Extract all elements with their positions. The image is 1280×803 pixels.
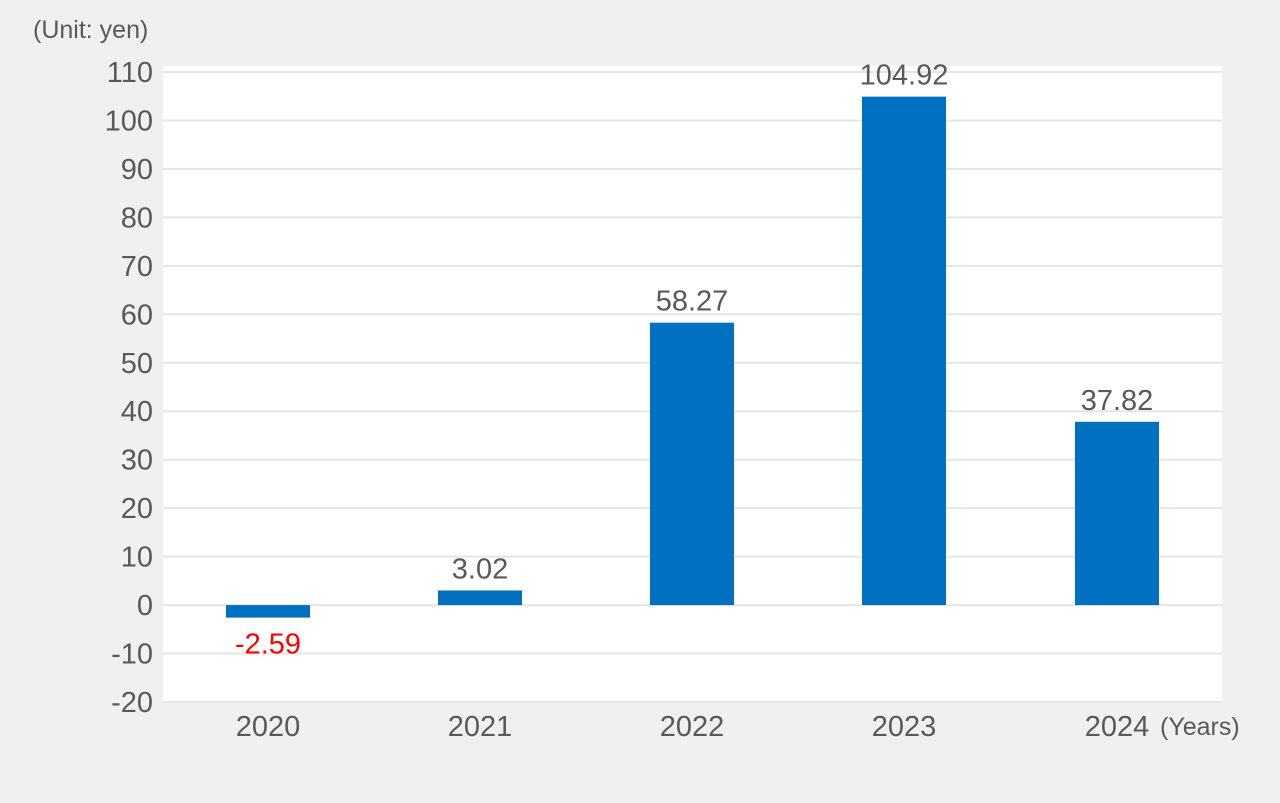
- y-tick-label: 100: [105, 105, 153, 137]
- bar-2024: [1075, 421, 1159, 606]
- y-tick-label: 30: [121, 445, 153, 477]
- y-tick-label: 60: [121, 299, 153, 331]
- x-tick-label: 2021: [448, 711, 513, 743]
- bar-2022: [650, 322, 734, 606]
- bars: [226, 96, 1159, 618]
- x-tick-label: 2022: [660, 711, 725, 743]
- bar-2020: [226, 605, 310, 618]
- y-tick-label: -10: [111, 639, 153, 671]
- bar-2021: [438, 590, 522, 606]
- y-tick-label: -20: [111, 687, 153, 719]
- data-label-2022: 58.27: [656, 286, 729, 318]
- data-label-2021: 3.02: [452, 553, 508, 585]
- data-label-2020: -2.59: [235, 629, 301, 661]
- y-tick-label: 0: [137, 590, 153, 622]
- y-tick-label: 40: [121, 396, 153, 428]
- y-tick-label: 80: [121, 202, 153, 234]
- y-tick-label: 50: [121, 348, 153, 380]
- x-axis-ticks: 2020 2021 2022 2023 2024: [236, 711, 1150, 743]
- y-tick-label: 10: [121, 542, 153, 574]
- data-labels: -2.59 3.02 58.27 104.92 37.82: [235, 60, 1153, 661]
- x-tick-label: 2024: [1085, 711, 1150, 743]
- bar-2023: [862, 96, 946, 606]
- y-tick-label: 20: [121, 493, 153, 525]
- data-label-2024: 37.82: [1081, 385, 1154, 417]
- x-unit-label: (Years): [1160, 713, 1240, 741]
- y-tick-label: 90: [121, 154, 153, 186]
- data-label-2023: 104.92: [860, 60, 949, 92]
- y-tick-label: 110: [107, 57, 153, 89]
- x-tick-label: 2020: [236, 711, 301, 743]
- unit-label: (Unit: yen): [33, 16, 148, 44]
- y-tick-label: 70: [121, 251, 153, 283]
- x-tick-label: 2023: [872, 711, 937, 743]
